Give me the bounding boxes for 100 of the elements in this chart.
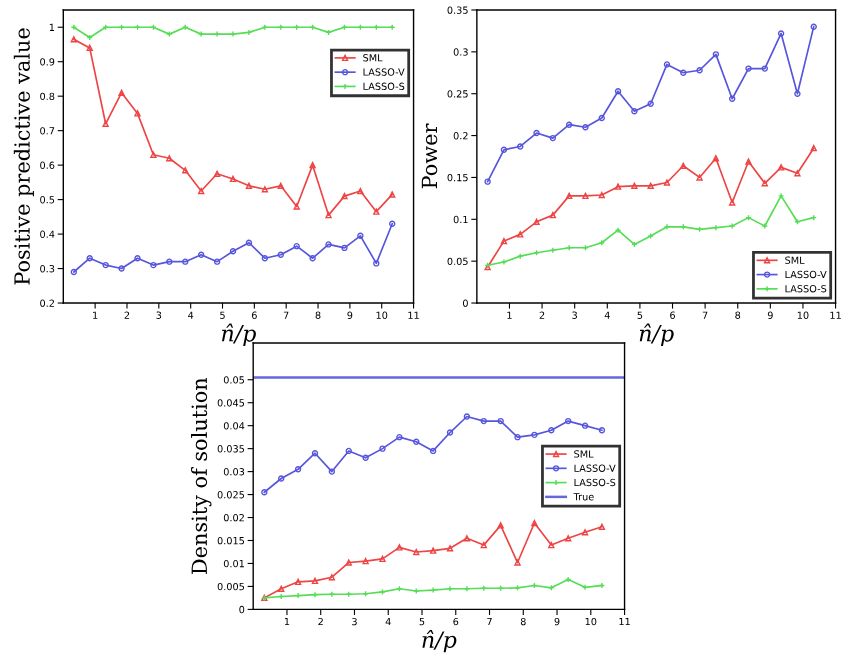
point [549,247,557,254]
y-axis-title: Positive predictive value [13,28,34,285]
point [680,69,687,76]
point [614,183,622,190]
point [533,218,540,226]
point [197,30,205,38]
point [293,242,300,250]
point [357,232,364,239]
point [102,261,109,269]
point [463,413,471,420]
point [565,121,573,128]
point [86,255,93,262]
point [294,578,302,586]
point [134,255,141,262]
point [500,146,508,154]
point [429,547,437,554]
point [712,154,720,162]
point [134,110,141,117]
point [794,90,801,97]
point [794,170,801,177]
point [517,231,524,238]
point [396,544,403,551]
point [500,258,508,266]
point [463,585,471,592]
point [564,417,572,425]
point [647,232,654,240]
point [598,427,606,434]
point [413,438,420,445]
point [728,199,736,206]
point [810,144,817,152]
point [379,555,386,563]
point [86,44,93,52]
point [497,522,504,529]
point [761,65,768,72]
point [150,151,157,158]
point [480,541,487,549]
x-axis-title: n̂/p [639,323,674,346]
point [680,162,687,169]
point [446,429,454,436]
point [229,248,237,255]
point [118,265,125,272]
point [362,454,369,462]
point [328,468,336,475]
point [533,129,540,137]
point [777,192,785,200]
point [341,244,348,252]
point [777,30,785,37]
x-axis-title: n̂/p [221,323,256,346]
point [565,192,573,200]
point [598,191,605,199]
point [549,134,557,142]
point [197,251,205,258]
point [614,226,622,234]
point [663,179,671,186]
point [696,174,703,181]
point [373,208,380,215]
point [213,30,221,38]
line-series [484,23,817,185]
point [647,100,654,107]
point [278,585,285,592]
point [598,114,605,122]
point [614,88,622,95]
point [328,591,336,598]
point [229,175,237,183]
point [325,241,332,248]
point [229,30,237,38]
point [345,559,352,566]
point [429,447,437,455]
line-series [70,220,396,276]
point [514,559,521,566]
point [373,260,380,267]
point [213,170,221,177]
point [278,475,285,482]
point [745,65,752,72]
point [484,178,491,185]
point [70,268,78,276]
point [745,158,752,165]
point [663,223,671,231]
point [564,576,572,583]
point [631,108,638,115]
point [277,182,284,190]
point [345,447,352,455]
point [150,261,157,269]
point [531,519,538,527]
point [362,557,369,565]
point [325,211,332,219]
point [446,545,454,552]
point [311,450,319,457]
point [663,61,671,68]
point [549,211,557,219]
point [102,120,109,127]
point [213,258,221,265]
point [309,161,316,169]
point [261,489,268,496]
point [531,431,538,439]
point [548,541,555,549]
point [696,67,703,74]
point [118,89,125,96]
point [413,548,420,556]
point [761,222,768,230]
